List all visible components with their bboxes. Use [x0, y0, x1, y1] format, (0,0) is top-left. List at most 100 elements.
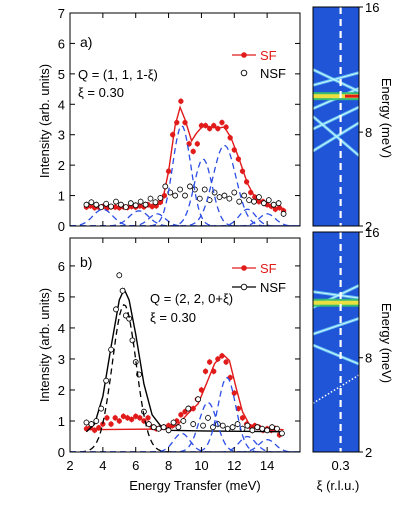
panel-a-nsf-point — [260, 200, 267, 207]
panel-b-nsf-point — [244, 422, 251, 429]
panel-a-sf-point — [215, 125, 221, 132]
panel-b-y-ticks: 0 1 2 3 4 5 6 — [58, 259, 300, 460]
dispersion-map-a — [312, 6, 360, 227]
panel-b-nsf-point — [93, 418, 100, 424]
panel-b-x-tick-label: 6 — [132, 458, 139, 473]
panel-a-sf-point — [227, 135, 233, 141]
panel-a-nsf-point — [118, 201, 124, 208]
panel-a-sf-point — [276, 205, 283, 211]
map-a-y-tick-label: 2 — [365, 219, 372, 234]
panel-a-nsf-point — [226, 195, 233, 202]
panel-b-q-annotation: Q = (2, 2, 0+ξ) — [150, 291, 233, 306]
legend-nsf-marker — [240, 283, 248, 291]
panel-a-sf-point — [243, 179, 250, 185]
map-a-y-tick-label: 8 — [365, 125, 372, 140]
map-b-bright-band-core — [313, 300, 359, 305]
panel-b-sf-point — [231, 390, 237, 396]
panel-b-sf-point — [202, 368, 209, 375]
panel-a-sf-point — [165, 168, 172, 174]
panel-b-x-tick-label: 12 — [227, 458, 241, 473]
panel-b-nsf-point — [103, 377, 110, 384]
panel-b-dashed-component-0 — [70, 401, 300, 452]
panel-a-label: a) — [80, 34, 92, 50]
legend-sf-label: SF — [260, 261, 277, 276]
panel-a-nsf-point — [216, 194, 223, 200]
panel-a-sf-point — [211, 122, 217, 129]
panel-a-sf-point — [182, 119, 188, 126]
map-a-bright-band-core — [313, 94, 359, 99]
panel-b-nsf-point — [129, 337, 136, 344]
panel-b-y-tick-label: 1 — [58, 414, 65, 429]
map-b-y-tick-label: 2 — [365, 445, 372, 460]
panel-b-nsf-point — [88, 421, 95, 427]
panel-a-nsf-point — [275, 200, 282, 207]
panel-a-frame — [69, 12, 301, 227]
panel-a-y-tick-label: 0 — [58, 219, 65, 234]
panel-a-nsf-point — [251, 198, 257, 205]
panel-b-nsf-point — [170, 419, 177, 426]
legend-nsf-label: NSF — [260, 66, 286, 81]
panel-a-legend: SF NSF — [232, 48, 286, 81]
panel-a-y-tick-label: 7 — [58, 6, 65, 21]
panel-b-sf-point — [198, 387, 205, 393]
panel-b-y-tick-label: 2 — [58, 383, 65, 398]
panel-b-sf-point — [91, 427, 98, 433]
panel-a-dashed-component-0 — [70, 124, 300, 226]
panel-b-x-tick-label: 10 — [194, 458, 208, 473]
panel-a-series-group — [70, 98, 300, 226]
panel-b-sf-point — [128, 416, 135, 423]
panel-b-nsf-point — [205, 414, 211, 421]
panel-a-x-ticks — [102, 13, 268, 226]
panel-a-sf-point — [223, 124, 229, 130]
panel-a-sf-point — [161, 192, 168, 199]
panel-a-nsf-point — [201, 186, 208, 193]
map-b-y-tick-label: 8 — [365, 351, 372, 366]
panel-b-label: b) — [80, 254, 92, 270]
panel-b-nsf-point — [155, 425, 162, 432]
panel-a-nsf-point — [221, 192, 228, 199]
map-b-y-tick-label: 16 — [365, 225, 379, 240]
map-b-dispersion-branch-core — [313, 317, 359, 335]
panel-b-y-tick-label: 4 — [58, 321, 65, 336]
panel-b-y-tick-label: 6 — [58, 259, 65, 274]
panel-b-nsf-point — [234, 421, 241, 427]
panel-a-nsf-point — [182, 192, 188, 199]
panel-b-sf-point — [206, 359, 213, 365]
panel-a-nsf-point — [98, 204, 105, 211]
panel-b-series-group — [70, 272, 300, 452]
panel-a-nsf-point — [162, 183, 169, 190]
panel-b-nsf-point — [98, 405, 105, 412]
map-b-content — [313, 232, 359, 452]
panel-b-nsf-point — [113, 306, 119, 313]
panel-b-x-tick-label: 14 — [260, 458, 274, 473]
panel-b-legend: SF NSF — [232, 261, 286, 295]
panel-b-nsf-point — [119, 287, 126, 294]
panel-a-nsf-point — [177, 186, 183, 193]
panel-a-y-tick-label: 4 — [58, 97, 65, 112]
panel-b-nsf-point — [180, 418, 187, 424]
map-a-content — [313, 7, 359, 226]
panel-a-nsf-point — [88, 199, 95, 206]
panel-a-nsf-point — [132, 202, 139, 209]
map-b-dispersion-branch-core — [313, 344, 359, 365]
panel-b-nsf-point — [254, 424, 261, 431]
panel-a-nsf-point — [127, 200, 134, 207]
legend-nsf-label: NSF — [260, 280, 286, 295]
panel-a-sf-point — [174, 119, 180, 126]
map-a-frame — [312, 6, 360, 227]
panel-b-dashed-component-3 — [70, 435, 300, 452]
panel-a-nsf-point — [241, 192, 248, 199]
panel-a-nsf-point — [157, 195, 164, 201]
panel-a-nsf-point — [256, 194, 262, 200]
panel-a-sf-point — [231, 147, 237, 153]
panel-b-nsf-point — [264, 427, 271, 434]
panel-a-y-tick-label: 1 — [58, 189, 65, 204]
map-a-dispersion-branch-core — [313, 69, 359, 92]
panel-a-sf-point — [178, 98, 184, 104]
panel-a-y-tick-label: 3 — [58, 128, 65, 143]
panel-b-x-tick-label: 4 — [99, 458, 106, 473]
panel-a-sf-point — [170, 132, 176, 138]
x-axis-title: Energy Transfer (meV) — [129, 478, 261, 493]
